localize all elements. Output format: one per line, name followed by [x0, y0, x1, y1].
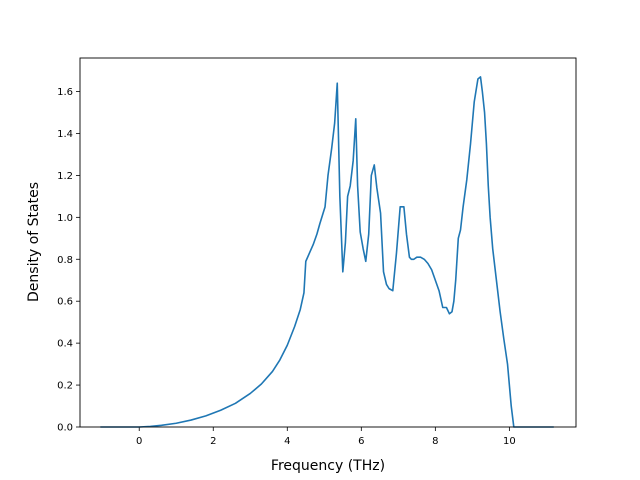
y-tick-label: 1.0: [57, 213, 73, 224]
y-tick-label: 0.2: [57, 381, 73, 392]
y-tick-label: 0.0: [57, 423, 73, 434]
x-tick-label: 4: [284, 436, 290, 447]
y-tick-label: 0.4: [57, 339, 73, 350]
y-tick-label: 1.6: [57, 87, 73, 98]
x-tick-label: 0: [136, 436, 142, 447]
x-axis-label: Frequency (THz): [271, 458, 385, 474]
x-tick-label: 2: [210, 436, 216, 447]
y-tick-label: 0.6: [57, 297, 73, 308]
y-axis-label: Density of States: [26, 182, 42, 302]
x-tick-label: 8: [432, 436, 438, 447]
y-tick-label: 0.8: [57, 255, 73, 266]
y-axis-ticks: 0.0 0.2 0.4 0.6 0.8 1.0 1.2 1.4 1.6: [57, 87, 80, 434]
x-tick-label: 6: [358, 436, 364, 447]
x-axis-ticks: 0 2 4 6 8 10: [136, 427, 516, 447]
dos-series-line: [100, 76, 554, 428]
plot-frame: [79, 57, 577, 428]
plot-background: [80, 58, 576, 427]
y-tick-label: 1.4: [57, 129, 73, 140]
y-tick-label: 1.2: [57, 171, 73, 182]
x-tick-label: 10: [503, 436, 516, 447]
